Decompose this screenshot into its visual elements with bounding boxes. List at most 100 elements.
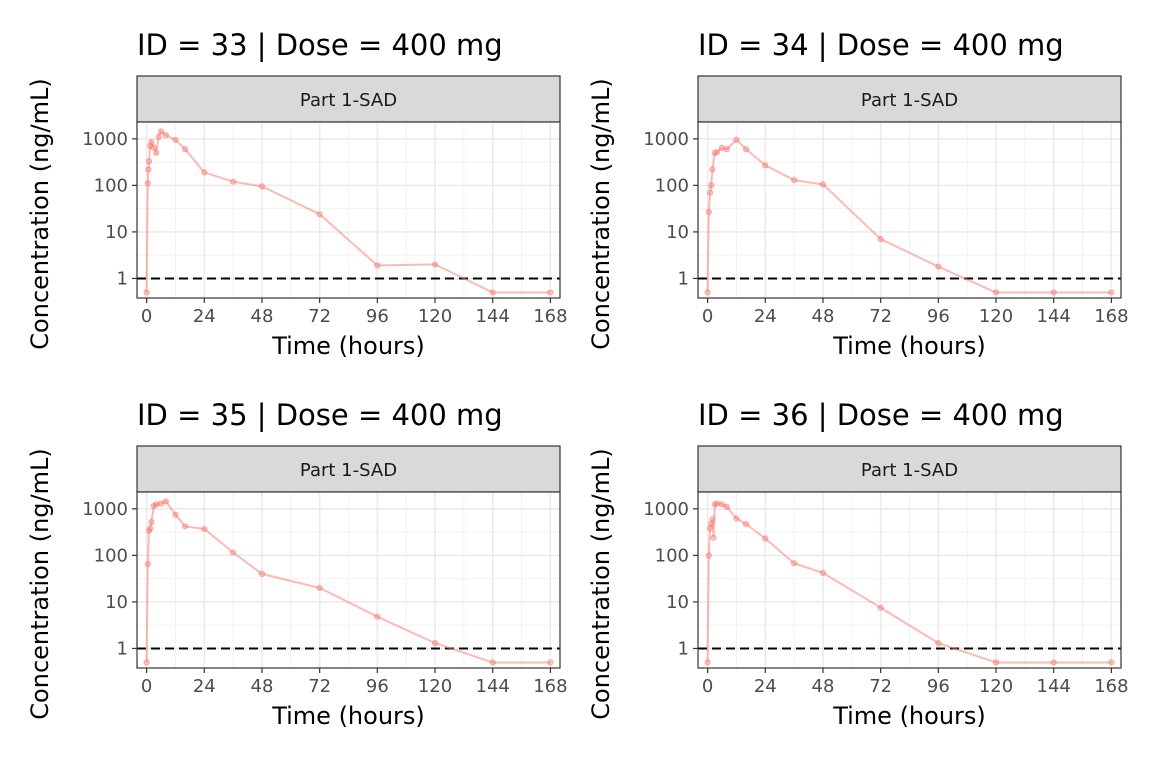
data-point bbox=[705, 552, 712, 559]
series-line bbox=[145, 129, 551, 294]
x-tick-label: 72 bbox=[869, 306, 892, 327]
data-point bbox=[144, 560, 151, 568]
data-point bbox=[162, 132, 169, 139]
x-tick-label: 96 bbox=[927, 306, 950, 327]
x-tick-label: 144 bbox=[476, 676, 510, 697]
x-tick-label: 144 bbox=[1037, 306, 1071, 327]
x-tick-label: 120 bbox=[418, 306, 452, 327]
data-point bbox=[547, 659, 554, 666]
data-point bbox=[547, 289, 554, 296]
x-tick-label: 48 bbox=[812, 306, 835, 327]
data-point bbox=[935, 263, 942, 270]
data-point bbox=[1108, 289, 1115, 296]
series-line bbox=[706, 138, 1112, 294]
x-tick-label: 120 bbox=[418, 676, 452, 697]
panel-border bbox=[136, 121, 561, 299]
data-point bbox=[709, 516, 716, 523]
y-tick-label: 1000 bbox=[643, 129, 689, 150]
x-tick-label: 96 bbox=[366, 306, 389, 327]
x-tick-label: 24 bbox=[754, 676, 777, 697]
data-point bbox=[742, 146, 750, 153]
data-point bbox=[155, 133, 162, 141]
facet-strip bbox=[697, 75, 1122, 123]
data-point bbox=[1050, 289, 1057, 296]
data-point bbox=[181, 146, 189, 153]
data-point bbox=[708, 182, 715, 189]
data-point bbox=[791, 560, 798, 567]
y-tick-label: 1 bbox=[678, 638, 689, 659]
x-tick-label: 144 bbox=[1037, 676, 1071, 697]
y-tick-label: 1 bbox=[117, 638, 128, 659]
x-tick-label: 0 bbox=[702, 306, 713, 327]
data-point bbox=[145, 166, 152, 173]
data-point bbox=[706, 189, 714, 196]
data-point bbox=[762, 535, 769, 542]
data-point bbox=[374, 613, 381, 620]
x-tick-label: 0 bbox=[141, 306, 152, 327]
y-tick-label: 1000 bbox=[82, 499, 128, 520]
y-axis-label: Concentration (ng/mL) bbox=[26, 448, 54, 719]
data-point bbox=[714, 148, 721, 156]
x-tick-label: 120 bbox=[979, 676, 1013, 697]
x-tick-label: 96 bbox=[366, 676, 389, 697]
x-tick-label: 24 bbox=[754, 306, 777, 327]
data-point bbox=[705, 208, 712, 215]
data-point bbox=[258, 570, 266, 577]
y-tick-label: 1 bbox=[117, 268, 128, 289]
data-point bbox=[1050, 659, 1057, 666]
data-point bbox=[230, 178, 237, 185]
facet-strip-label: Part 1-SAD bbox=[300, 90, 397, 111]
facet-strip bbox=[136, 75, 561, 123]
data-point bbox=[201, 169, 208, 176]
facet-panel-1: ID = 33 | Dose = 400 mg Part 1-SAD 0 24 48 72… bbox=[26, 28, 568, 360]
data-point bbox=[819, 181, 827, 188]
data-point bbox=[431, 261, 439, 268]
chart-title: ID = 35 | Dose = 400 mg bbox=[137, 398, 503, 432]
y-tick-label: 1000 bbox=[643, 499, 689, 520]
data-point bbox=[172, 136, 179, 143]
data-point bbox=[877, 604, 884, 611]
x-axis-label: Time (hours) bbox=[271, 702, 425, 730]
y-tick-label: 10 bbox=[105, 222, 128, 243]
x-axis-label: Time (hours) bbox=[832, 332, 986, 360]
facet-strip-label: Part 1-SAD bbox=[861, 460, 958, 481]
data-point bbox=[742, 520, 750, 528]
x-tick-label: 96 bbox=[927, 676, 950, 697]
y-tick-label: 1 bbox=[678, 268, 689, 289]
data-point bbox=[148, 518, 155, 526]
x-tick-label: 168 bbox=[533, 306, 567, 327]
data-point bbox=[1108, 659, 1115, 666]
data-point bbox=[709, 166, 716, 173]
data-point bbox=[162, 498, 169, 505]
x-tick-label: 72 bbox=[308, 676, 331, 697]
y-axis-label: Concentration (ng/mL) bbox=[26, 78, 54, 349]
data-point bbox=[723, 503, 730, 511]
data-point bbox=[877, 236, 884, 243]
data-point bbox=[145, 158, 153, 165]
y-tick-label: 10 bbox=[666, 592, 689, 613]
y-tick-label: 100 bbox=[655, 545, 689, 566]
x-tick-label: 24 bbox=[193, 676, 216, 697]
facet-strip-label: Part 1-SAD bbox=[300, 460, 397, 481]
chart-title: ID = 36 | Dose = 400 mg bbox=[698, 398, 1064, 432]
data-point bbox=[181, 523, 189, 530]
data-point bbox=[723, 146, 730, 153]
facet-strip-label: Part 1-SAD bbox=[861, 90, 958, 111]
data-point bbox=[157, 500, 165, 507]
data-point bbox=[258, 183, 266, 190]
data-point bbox=[791, 176, 798, 184]
x-axis-label: Time (hours) bbox=[271, 332, 425, 360]
y-axis-label: Concentration (ng/mL) bbox=[587, 78, 615, 349]
data-point bbox=[762, 162, 769, 169]
x-tick-label: 120 bbox=[979, 306, 1013, 327]
data-point bbox=[431, 640, 439, 647]
x-tick-label: 48 bbox=[251, 676, 274, 697]
panel-border bbox=[697, 121, 1122, 299]
y-tick-label: 10 bbox=[666, 222, 689, 243]
panel-border bbox=[697, 491, 1122, 669]
data-point bbox=[710, 534, 717, 541]
facet-panel-4: ID = 36 | Dose = 400 mg Part 1-SAD 0 24 48 72… bbox=[587, 398, 1129, 730]
data-point bbox=[489, 659, 496, 666]
data-point bbox=[718, 501, 726, 508]
data-point bbox=[316, 584, 323, 591]
